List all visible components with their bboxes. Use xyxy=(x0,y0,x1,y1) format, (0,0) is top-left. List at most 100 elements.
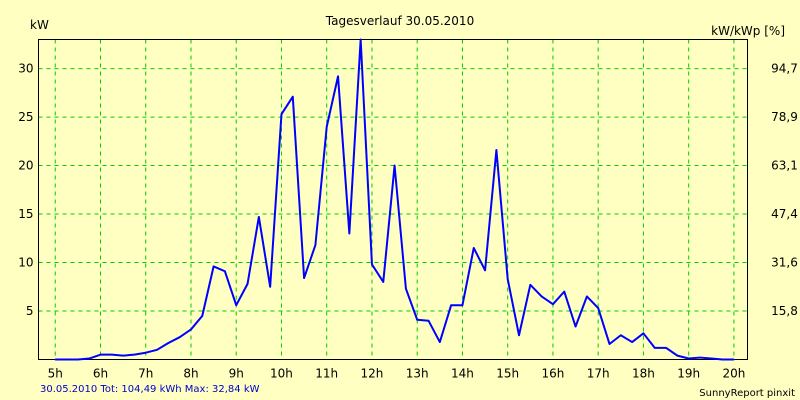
x-tick-label: 13h xyxy=(406,367,429,381)
y-tick-label-left: 15 xyxy=(18,207,33,221)
data-point xyxy=(88,357,90,360)
data-point xyxy=(77,358,79,361)
footer-summary: 30.05.2010 Tot: 104,49 kWh Max: 32,84 kW xyxy=(40,384,260,395)
x-tick-label: 16h xyxy=(542,367,565,381)
data-point xyxy=(721,358,724,361)
y-tick-label-left: 25 xyxy=(18,110,33,124)
data-point xyxy=(280,113,283,115)
y-tick-label-right: 63,1 xyxy=(771,159,798,173)
y-ticks-left: 5 10 15 20 25 30 xyxy=(18,62,33,318)
data-point xyxy=(620,334,622,337)
x-tick-label: 18h xyxy=(632,367,655,381)
data-point xyxy=(676,354,679,357)
data-point xyxy=(269,285,271,288)
y-tick-label-right: 31,6 xyxy=(771,256,798,270)
data-point xyxy=(291,95,294,98)
data-point xyxy=(224,270,226,273)
data-point xyxy=(156,349,158,351)
data-point xyxy=(597,307,599,309)
data-point xyxy=(608,343,611,345)
data-point xyxy=(337,75,339,78)
data-point xyxy=(665,347,667,349)
data-point xyxy=(450,304,452,307)
data-point xyxy=(642,332,645,335)
x-tick-label: 10h xyxy=(270,367,293,381)
x-tick-label: 20h xyxy=(722,367,745,381)
y-tick-label-right: 94,7 xyxy=(771,62,798,76)
data-point xyxy=(201,315,204,317)
footer-credit: SunnyReport pinxit xyxy=(699,388,795,399)
y-tick-label-right: 15,8 xyxy=(771,304,798,318)
data-point xyxy=(178,336,181,339)
data-point xyxy=(359,38,362,41)
y-axis-label-right: kW/kWp [%] xyxy=(711,24,785,38)
y-tick-label-left: 20 xyxy=(18,159,33,173)
y-axis-label-left: kW xyxy=(30,18,49,32)
data-point xyxy=(518,334,520,337)
data-point xyxy=(687,357,690,360)
data-point xyxy=(382,281,385,283)
data-point xyxy=(190,328,192,331)
data-point xyxy=(258,216,260,218)
x-tick-label: 11h xyxy=(315,367,338,381)
data-point xyxy=(506,278,509,280)
data-point xyxy=(393,164,396,167)
data-point xyxy=(699,356,701,359)
y-tick-label-right: 78,9 xyxy=(771,110,798,124)
x-tick-label: 9h xyxy=(229,367,244,381)
x-tick-label: 19h xyxy=(677,367,700,381)
data-point xyxy=(133,353,136,356)
data-point xyxy=(461,304,464,307)
data-point xyxy=(235,304,238,307)
data-point xyxy=(631,341,633,343)
y-tick-label-left: 30 xyxy=(18,62,33,76)
y-tick-label-left: 10 xyxy=(18,256,33,270)
data-point xyxy=(65,358,68,361)
data-point xyxy=(574,325,577,328)
data-point xyxy=(371,263,373,266)
data-point xyxy=(54,358,57,361)
data-point xyxy=(212,265,215,268)
grid xyxy=(38,39,748,360)
chart-title: Tagesverlauf 30.05.2010 xyxy=(325,14,474,28)
data-point xyxy=(122,354,124,357)
data-point xyxy=(325,125,328,128)
data-point xyxy=(439,341,441,343)
x-tick-label: 7h xyxy=(138,367,153,381)
data-point xyxy=(484,269,486,272)
data-point xyxy=(144,351,147,354)
x-tick-label: 5h xyxy=(48,367,63,381)
x-tick-label: 6h xyxy=(93,367,108,381)
series-group xyxy=(54,38,735,361)
data-point xyxy=(167,342,170,344)
x-tick-label: 15h xyxy=(496,367,519,381)
data-point xyxy=(405,287,407,290)
data-point xyxy=(733,358,735,361)
data-point xyxy=(586,295,588,298)
y-ticks-right: 15,8 31,6 47,4 63,1 78,9 94,7 xyxy=(771,62,798,318)
x-tick-label: 8h xyxy=(183,367,198,381)
y-tick-label-right: 47,4 xyxy=(771,207,798,221)
y-tick-label-left: 5 xyxy=(26,304,34,318)
data-point xyxy=(563,290,566,293)
x-ticks: 5h 6h 7h 8h 9h 10h 11h 12h 13h 14h 15h 16h 17h 18h 19h… xyxy=(48,367,746,381)
data-point xyxy=(552,303,554,306)
data-point xyxy=(111,353,113,356)
x-tick-label: 14h xyxy=(451,367,474,381)
x-tick-label: 12h xyxy=(361,367,384,381)
data-point xyxy=(653,347,656,349)
data-point xyxy=(314,244,317,246)
data-point xyxy=(99,353,102,356)
data-point xyxy=(710,357,713,360)
plot-frame xyxy=(38,39,748,360)
data-point xyxy=(529,284,532,286)
data-point xyxy=(540,295,543,298)
data-point xyxy=(303,277,305,279)
data-point xyxy=(472,247,475,249)
data-point xyxy=(246,283,249,285)
data-point xyxy=(348,232,351,235)
x-tick-label: 17h xyxy=(587,367,610,381)
data-point xyxy=(495,149,498,151)
